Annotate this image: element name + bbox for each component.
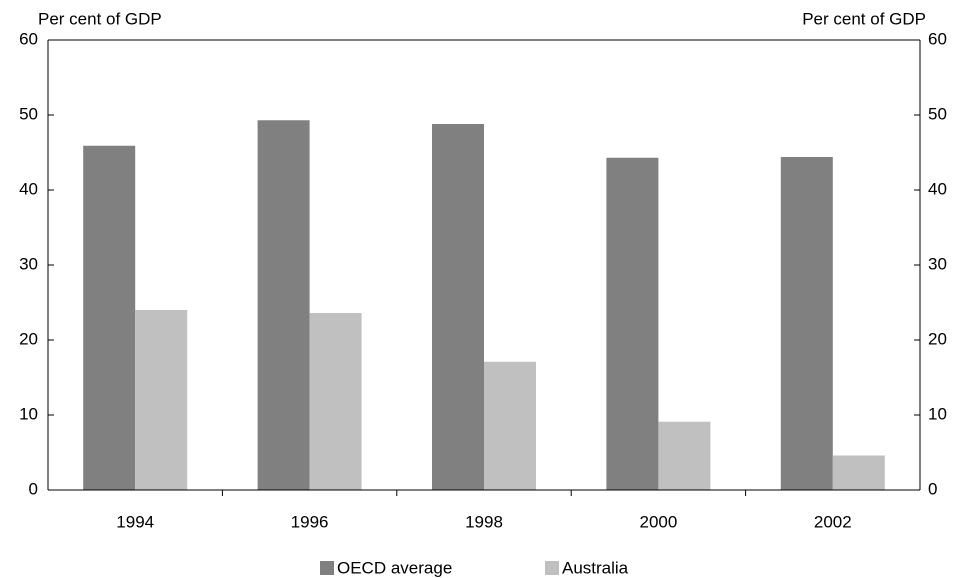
y-tick-label: 10: [19, 404, 38, 423]
x-tick-label: 1998: [465, 512, 503, 531]
legend-label: Australia: [562, 558, 629, 577]
bar: [432, 124, 484, 490]
bar: [83, 145, 136, 490]
bar: [309, 313, 362, 490]
y-tick-label: 20: [19, 329, 38, 348]
y2-tick-label: 0: [928, 479, 937, 498]
legend-swatch: [545, 561, 559, 575]
x-tick-label: 1996: [291, 512, 329, 531]
bar: [135, 310, 188, 490]
bar: [658, 421, 711, 490]
legend-swatch: [320, 561, 334, 575]
bar: [832, 455, 885, 490]
y2-tick-label: 20: [928, 329, 947, 348]
y2-tick-label: 40: [928, 179, 947, 198]
bar: [606, 157, 659, 490]
x-tick-label: 2002: [814, 512, 852, 531]
y-axis-label: Per cent of GDP: [38, 9, 162, 28]
y-tick-label: 50: [19, 104, 38, 123]
bar: [257, 120, 310, 490]
y2-tick-label: 50: [928, 104, 947, 123]
y2-tick-label: 10: [928, 404, 947, 423]
y-tick-label: 40: [19, 179, 38, 198]
y2-axis-label: Per cent of GDP: [802, 9, 926, 28]
y2-tick-label: 60: [928, 29, 947, 48]
bar: [484, 361, 536, 490]
x-tick-label: 1994: [116, 512, 154, 531]
y-tick-label: 0: [29, 479, 38, 498]
y2-tick-label: 30: [928, 254, 947, 273]
y-tick-label: 60: [19, 29, 38, 48]
bar: [780, 157, 833, 490]
x-tick-label: 2000: [639, 512, 677, 531]
legend-label: OECD average: [337, 558, 452, 577]
y-tick-label: 30: [19, 254, 38, 273]
